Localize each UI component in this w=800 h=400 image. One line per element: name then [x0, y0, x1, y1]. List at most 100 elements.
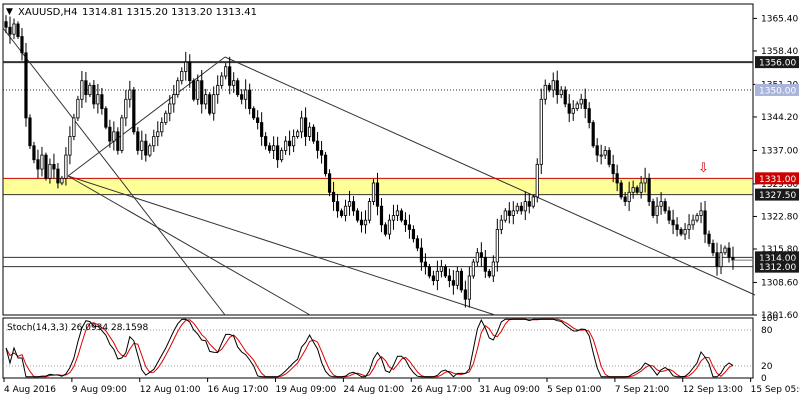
- stochastic-axis: 100 80 20 0: [761, 314, 778, 384]
- candle-body: [192, 80, 196, 100]
- candle-body: [527, 201, 531, 207]
- candle-body: [683, 229, 687, 235]
- candle-body: [523, 201, 527, 212]
- price-tag-label-4: 1314.00: [759, 254, 796, 264]
- channel-lower-left: [67, 175, 311, 316]
- candle-body: [96, 94, 100, 105]
- candle-body: [16, 23, 20, 37]
- channel-lower-line: [67, 175, 496, 316]
- candle-body: [307, 126, 312, 137]
- candle-body: [228, 66, 232, 86]
- candle-body: [272, 145, 276, 151]
- candle-body: [8, 26, 12, 35]
- candle-body: [407, 224, 412, 230]
- candle-body: [567, 103, 571, 114]
- rising-line: [67, 56, 226, 177]
- candle-body: [515, 205, 519, 212]
- candle-body: [303, 117, 308, 137]
- candle-body: [339, 210, 344, 216]
- candle-body: [647, 177, 651, 202]
- candle-body: [475, 252, 479, 263]
- candle-body: [100, 94, 104, 109]
- y-tick-label: 1329.80: [761, 180, 798, 190]
- candle-body: [375, 182, 380, 207]
- candle-body: [711, 243, 715, 254]
- candle-body: [164, 112, 168, 123]
- candle-body: [463, 289, 467, 300]
- candle-body: [535, 163, 539, 198]
- candle-body: [467, 275, 471, 300]
- candle-body: [695, 215, 699, 221]
- candle-body: [331, 191, 336, 202]
- candle-body: [651, 201, 655, 216]
- candle-body: [655, 205, 659, 216]
- candle-body: [4, 21, 8, 28]
- candle-body: [20, 36, 24, 54]
- candle-body: [351, 201, 356, 212]
- candle-body: [691, 219, 695, 226]
- candle-body: [76, 98, 80, 119]
- price-tag-0: [755, 56, 799, 69]
- candle-body: [371, 182, 376, 202]
- candle-body: [435, 270, 440, 281]
- candle-body: [359, 219, 364, 226]
- price-tag-label-2: 1331.00: [759, 175, 796, 185]
- y-tick-label: 1322.80: [761, 212, 798, 222]
- stoch-tick-label: 80: [761, 326, 773, 336]
- candle-body: [487, 270, 491, 277]
- candle-body: [355, 210, 360, 221]
- candle-body: [280, 150, 284, 161]
- price-tag-4: [755, 251, 799, 264]
- candle-body: [284, 140, 288, 151]
- time-axis: 4 Aug 2016 9 Aug 09:00 12 Aug 01:00 16 Aug …: [3, 378, 800, 395]
- candle-body: [519, 205, 523, 212]
- candle-body: [32, 145, 36, 161]
- candle-body: [200, 80, 204, 105]
- y-tick-label: 1308.60: [761, 278, 798, 288]
- candle-body: [176, 80, 180, 96]
- candle-body: [323, 154, 328, 175]
- candle-body: [188, 61, 192, 82]
- candle-body: [292, 136, 296, 147]
- stoch-tick-label: 100: [761, 314, 778, 324]
- candle-body: [72, 117, 76, 137]
- candle-body: [88, 84, 92, 96]
- candle-body: [427, 266, 432, 277]
- chart-symbol: XAUUSD,H4: [18, 7, 77, 18]
- chart-ohlc: 1314.81 1315.20 1313.20 1313.41: [82, 7, 257, 18]
- channel-parallel-left: [2, 27, 226, 316]
- price-tag-label-1: 1350.00: [759, 87, 796, 97]
- candle-body: [603, 150, 607, 156]
- candle-body: [232, 80, 236, 86]
- channel-upper-line: [224, 56, 756, 296]
- x-tick-label: 5 Sep 01:00: [547, 385, 602, 395]
- candle-body: [84, 80, 88, 96]
- candle-body: [623, 196, 627, 202]
- x-tick-label: 26 Aug 17:00: [411, 385, 472, 395]
- candle-body: [659, 201, 663, 207]
- candle-body: [579, 98, 583, 105]
- candle-body: [451, 280, 455, 286]
- stochastic-layer: [3, 318, 753, 378]
- candle-body: [383, 224, 388, 235]
- candle-body: [459, 270, 463, 291]
- candle-body: [511, 210, 515, 216]
- candle-body: [539, 98, 543, 165]
- candle-body: [132, 89, 136, 133]
- candle-body: [483, 256, 487, 272]
- candle-body: [343, 205, 348, 216]
- candle-body: [551, 80, 555, 91]
- candle-body: [104, 108, 108, 128]
- candle-body: [180, 71, 184, 82]
- candle-body: [723, 247, 727, 254]
- candle-body: [699, 210, 703, 216]
- candle-body: [503, 210, 507, 221]
- candle-body: [671, 219, 675, 226]
- candle-body: [168, 103, 172, 114]
- price-tag-label-3: 1327.50: [759, 191, 796, 201]
- candle-body: [443, 266, 447, 277]
- candle-body: [172, 94, 176, 105]
- candles-layer: [4, 15, 753, 308]
- candle-body: [627, 191, 631, 202]
- candle-body: [575, 103, 579, 109]
